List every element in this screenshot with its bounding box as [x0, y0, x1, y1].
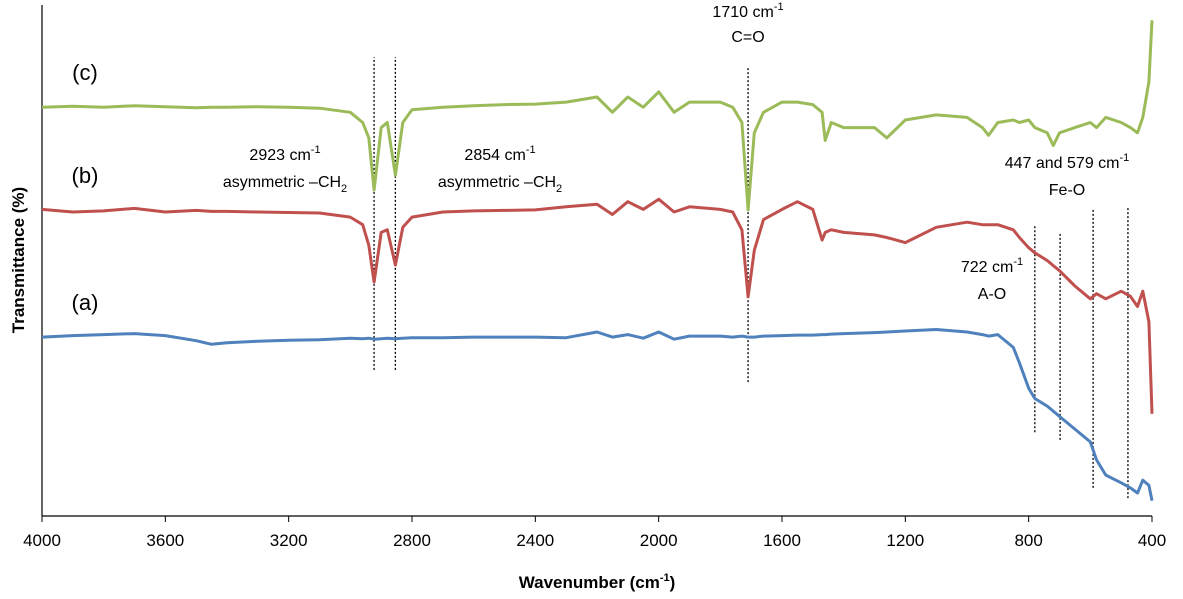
annotation-text: C=O: [731, 29, 764, 46]
x-tick-label: 800: [1014, 531, 1042, 550]
x-tick-label: 2800: [393, 531, 431, 550]
annotation: A-O: [978, 286, 1006, 303]
annotation-sup: -1: [526, 144, 536, 156]
annotation: 722 cm-1: [961, 256, 1023, 276]
series-label: (b): [72, 163, 99, 188]
x-tick-label: 1200: [886, 531, 924, 550]
x-title-sup: -1: [660, 572, 670, 584]
series-line: [41, 197, 1154, 414]
annotation-text: 2854 cm: [464, 147, 525, 164]
annotation-text: asymmetric –CH: [223, 174, 341, 191]
y-axis-title: Transmittance (%): [9, 187, 28, 333]
x-tick-label: 3200: [270, 531, 308, 550]
annotation-text: Fe-O: [1049, 182, 1085, 199]
x-title-end: ): [670, 573, 676, 592]
x-tick-label: 1600: [763, 531, 801, 550]
annotation: 447 and 579 cm-1: [1005, 152, 1130, 172]
x-tick-label: 2400: [516, 531, 554, 550]
annotation-sup: -1: [774, 1, 784, 13]
annotation: Fe-O: [1049, 182, 1085, 199]
x-tick-label: 400: [1138, 531, 1166, 550]
annotation-text: A-O: [978, 286, 1006, 303]
x-title-text: Wavenumber (cm: [519, 573, 660, 592]
annotation-text: 1710 cm: [712, 4, 773, 21]
annotation: C=O: [731, 29, 764, 46]
annotation: 1710 cm-1: [712, 1, 783, 21]
annotation-sub: 2: [556, 183, 562, 195]
annotation-text: 2923 cm: [249, 147, 310, 164]
series-label: (c): [72, 60, 98, 85]
annotation-sub: 2: [341, 183, 347, 195]
series-label: (a): [72, 290, 99, 315]
annotation: 2923 cm-1: [249, 144, 320, 164]
x-axis-title: Wavenumber (cm-1): [519, 572, 676, 592]
annotation: asymmetric –CH2: [438, 174, 562, 195]
x-tick-label: 3600: [146, 531, 184, 550]
x-tick-label: 4000: [23, 531, 61, 550]
annotation-sup: -1: [311, 144, 321, 156]
series-line: [41, 20, 1154, 212]
series-line: [41, 328, 1154, 501]
annotation-sup: -1: [1119, 152, 1129, 164]
annotation-text: 447 and 579 cm: [1005, 155, 1120, 172]
annotation: asymmetric –CH2: [223, 174, 347, 195]
annotation-sup: -1: [1013, 256, 1023, 268]
annotation-text: asymmetric –CH: [438, 174, 556, 191]
annotation: 2854 cm-1: [464, 144, 535, 164]
x-tick-label: 2000: [640, 531, 678, 550]
annotation-text: 722 cm: [961, 259, 1013, 276]
